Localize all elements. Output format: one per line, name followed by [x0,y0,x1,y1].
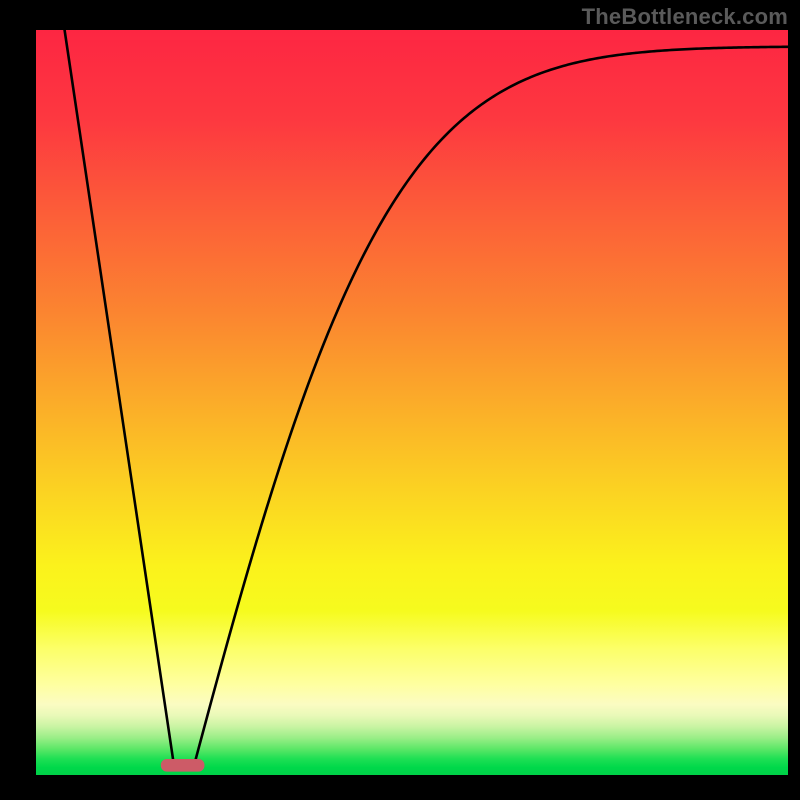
optimal-marker [161,759,205,772]
bottleneck-chart [0,0,800,800]
watermark-label: TheBottleneck.com [582,4,788,30]
chart-container: TheBottleneck.com [0,0,800,800]
gradient-plot-area [36,30,788,775]
